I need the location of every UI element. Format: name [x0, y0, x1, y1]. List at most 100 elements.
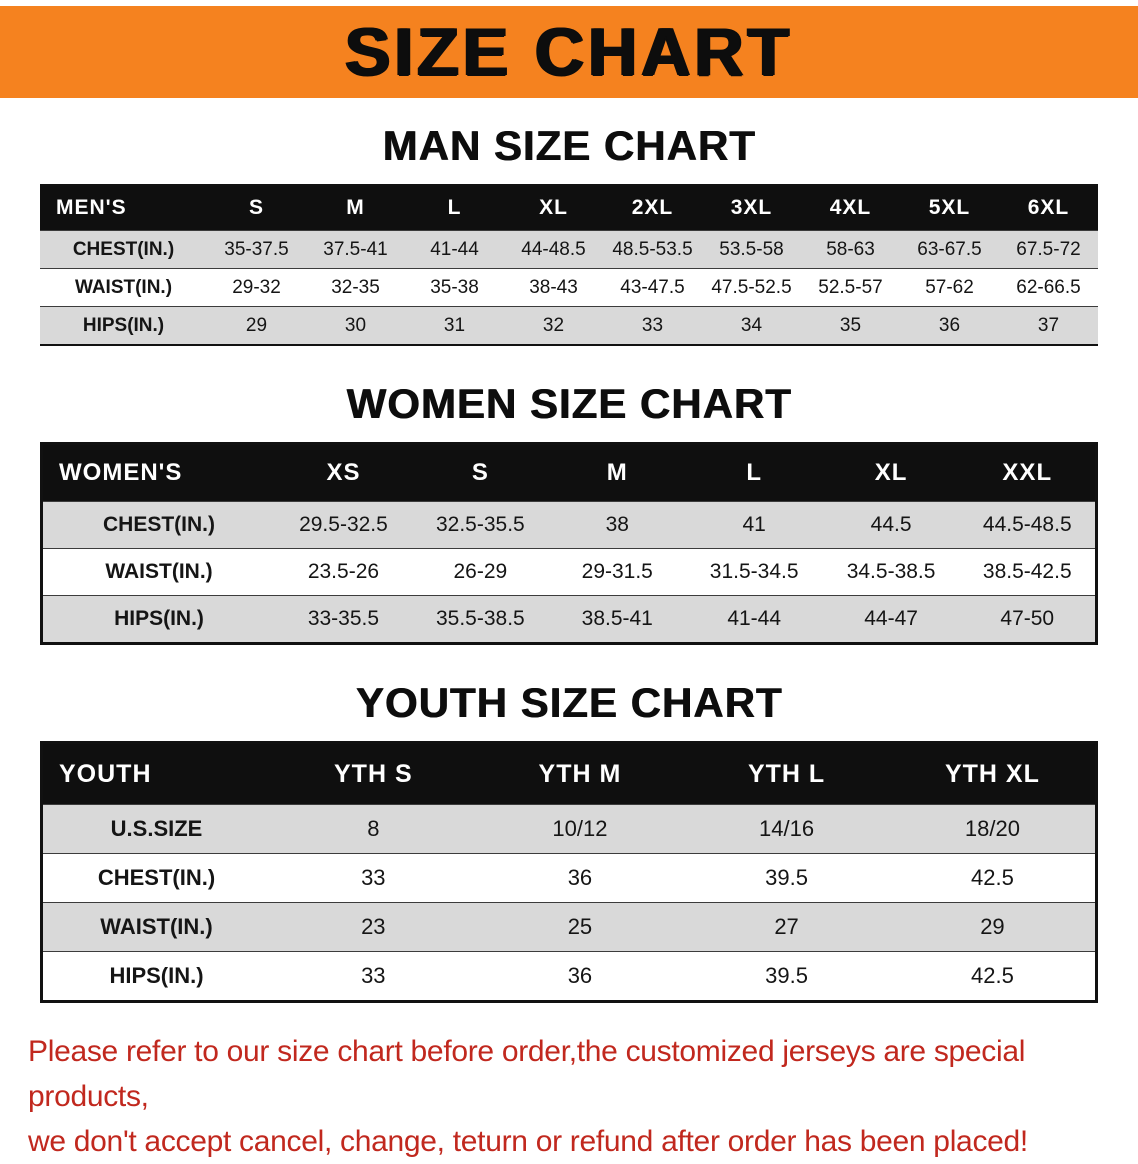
size-value-cell: 31.5-34.5 [709, 560, 799, 583]
row-label: HIPS(IN.) [82, 314, 165, 336]
size-value-cell: 41 [742, 513, 766, 536]
size-value-cell: 38.5-41 [581, 607, 653, 630]
table-row: HIPS(IN.) 33-35.5 35.5-38.5 38.5-41 41-44 44-… [41, 595, 1097, 644]
size-column-header: YTH XL [889, 742, 1097, 805]
size-value-cell: 33 [361, 963, 386, 988]
size-value-cell: 39.5 [765, 963, 808, 988]
size-value-cell: 35-37.5 [224, 238, 289, 260]
size-column-header: XL [822, 443, 960, 502]
size-value-cell: 48.5-53.5 [612, 238, 693, 260]
row-label: CHEST(IN.) [103, 513, 215, 536]
size-value-cell: 39.5 [765, 865, 808, 890]
size-value-cell: 38.5-42.5 [982, 560, 1072, 583]
table-row: WAIST(IN.) 23 25 27 29 [41, 902, 1097, 952]
size-column-header: XS [275, 443, 412, 502]
size-value-cell: 43-47.5 [620, 276, 685, 298]
size-value-cell: 35-38 [430, 276, 479, 298]
row-label: HIPS(IN.) [114, 607, 204, 630]
size-value-cell: 33 [641, 314, 664, 336]
size-value-cell: 33-35.5 [307, 607, 380, 630]
row-label: U.S.SIZE [110, 816, 203, 841]
size-value-cell: 29.5-32.5 [299, 513, 388, 536]
size-value-cell: 29-32 [232, 276, 281, 298]
size-value-cell: 37.5-41 [323, 238, 388, 260]
size-value-cell: 47.5-52.5 [711, 276, 792, 298]
size-value-cell: 32-35 [331, 276, 380, 298]
women-size-table: WOMEN'S XS S M L XL XXL CHEST(IN.) 29.5-32.5 32.5… [40, 442, 1098, 645]
table-row: WAIST(IN.) 23.5-26 26-29 29-31.5 31.5-34.5 34… [41, 548, 1097, 596]
size-value-cell: 35 [839, 314, 862, 336]
row-label: CHEST(IN.) [72, 238, 175, 260]
size-value-cell: 34 [740, 314, 763, 336]
table-header-row: MEN'S S M L XL 2XL 3XL 4XL 5XL 6XL [40, 185, 1098, 231]
table-row: CHEST(IN.) 33 36 39.5 42.5 [41, 853, 1097, 903]
size-value-cell: 42.5 [971, 865, 1014, 890]
size-value-cell: 34.5-38.5 [846, 560, 936, 583]
size-column-header: S [207, 185, 306, 231]
row-label: HIPS(IN.) [109, 963, 204, 988]
row-label: WAIST(IN.) [105, 560, 213, 583]
women-size-section: WOMEN SIZE CHART WOMEN'S XS S M L XL XXL CHEST(… [0, 380, 1138, 645]
size-value-cell: 52.5-57 [818, 276, 883, 298]
size-value-cell: 41-44 [430, 238, 479, 260]
table-row: HIPS(IN.) 33 36 39.5 42.5 [41, 951, 1097, 1002]
men-size-section: MAN SIZE CHART MEN'S S M L XL 2XL 3XL 4XL 5XL 6XL… [0, 122, 1138, 346]
size-value-cell: 26-29 [453, 560, 508, 583]
page-title: SIZE CHART [345, 14, 793, 90]
row-label: WAIST(IN.) [74, 276, 173, 298]
disclaimer-note: Please refer to our size chart before or… [28, 1029, 1110, 1164]
women-chart-heading: WOMEN SIZE CHART [346, 380, 792, 427]
youth-size-table: YOUTH YTH S YTH M YTH L YTH XL U.S.SIZE 8 10/12… [40, 741, 1098, 1003]
table-title-cell: WOMEN'S [41, 443, 275, 502]
size-column-header: L [405, 185, 504, 231]
size-column-header: 2XL [603, 185, 702, 231]
size-column-header: XXL [959, 443, 1097, 502]
size-value-cell: 38-43 [529, 276, 578, 298]
table-row: WAIST(IN.) 29-32 32-35 35-38 38-43 43-47.5 47.… [40, 268, 1098, 307]
size-column-header: 5XL [900, 185, 999, 231]
youth-size-section: YOUTH SIZE CHART YOUTH YTH S YTH M YTH L YTH… [0, 679, 1138, 1003]
size-value-cell: 62-66.5 [1016, 276, 1081, 298]
size-column-header: M [306, 185, 405, 231]
size-value-cell: 14/16 [759, 816, 815, 841]
size-column-header: 3XL [702, 185, 801, 231]
size-value-cell: 44.5-48.5 [982, 513, 1072, 536]
size-value-cell: 38 [605, 513, 629, 536]
size-value-cell: 33 [361, 865, 386, 890]
size-column-header: L [685, 443, 823, 502]
size-value-cell: 29 [245, 314, 268, 336]
size-value-cell: 63-67.5 [917, 238, 982, 260]
size-value-cell: 67.5-72 [1016, 238, 1081, 260]
size-value-cell: 18/20 [964, 816, 1020, 841]
size-column-header: M [548, 443, 686, 502]
table-row: HIPS(IN.) 29 30 31 32 33 34 35 36 37 [40, 306, 1098, 345]
size-value-cell: 23 [361, 914, 386, 939]
men-chart-heading: MAN SIZE CHART [382, 122, 756, 169]
table-header-row: WOMEN'S XS S M L XL XXL [41, 443, 1097, 502]
table-title-cell: MEN'S [40, 185, 207, 231]
table-row: CHEST(IN.) 35-37.5 37.5-41 41-44 44-48.5 48.5… [40, 230, 1098, 269]
youth-chart-heading: YOUTH SIZE CHART [355, 679, 783, 726]
size-value-cell: 10/12 [552, 816, 608, 841]
size-value-cell: 36 [567, 865, 593, 890]
size-value-cell: 25 [567, 914, 593, 939]
size-value-cell: 30 [344, 314, 367, 336]
size-value-cell: 31 [443, 314, 466, 336]
size-value-cell: 35.5-38.5 [435, 607, 525, 630]
table-header-row: YOUTH YTH S YTH M YTH L YTH XL [41, 742, 1097, 805]
table-row: U.S.SIZE 8 10/12 14/16 18/20 [41, 804, 1097, 854]
size-column-header: YTH M [476, 742, 684, 805]
size-value-cell: 32 [542, 314, 565, 336]
table-row: CHEST(IN.) 29.5-32.5 32.5-35.5 38 41 44.5 44.5… [41, 501, 1097, 549]
size-column-header: YTH L [683, 742, 890, 805]
size-value-cell: 53.5-58 [719, 238, 784, 260]
men-size-table: MEN'S S M L XL 2XL 3XL 4XL 5XL 6XL CHEST(IN.) 35-37… [40, 184, 1098, 346]
size-value-cell: 44.5 [870, 513, 912, 536]
table-title-cell: YOUTH [41, 742, 270, 805]
size-value-cell: 42.5 [971, 963, 1014, 988]
size-value-cell: 47-50 [1000, 607, 1055, 630]
size-value-cell: 32.5-35.5 [435, 513, 525, 536]
size-value-cell: 29-31.5 [581, 560, 653, 583]
size-value-cell: 36 [567, 963, 593, 988]
